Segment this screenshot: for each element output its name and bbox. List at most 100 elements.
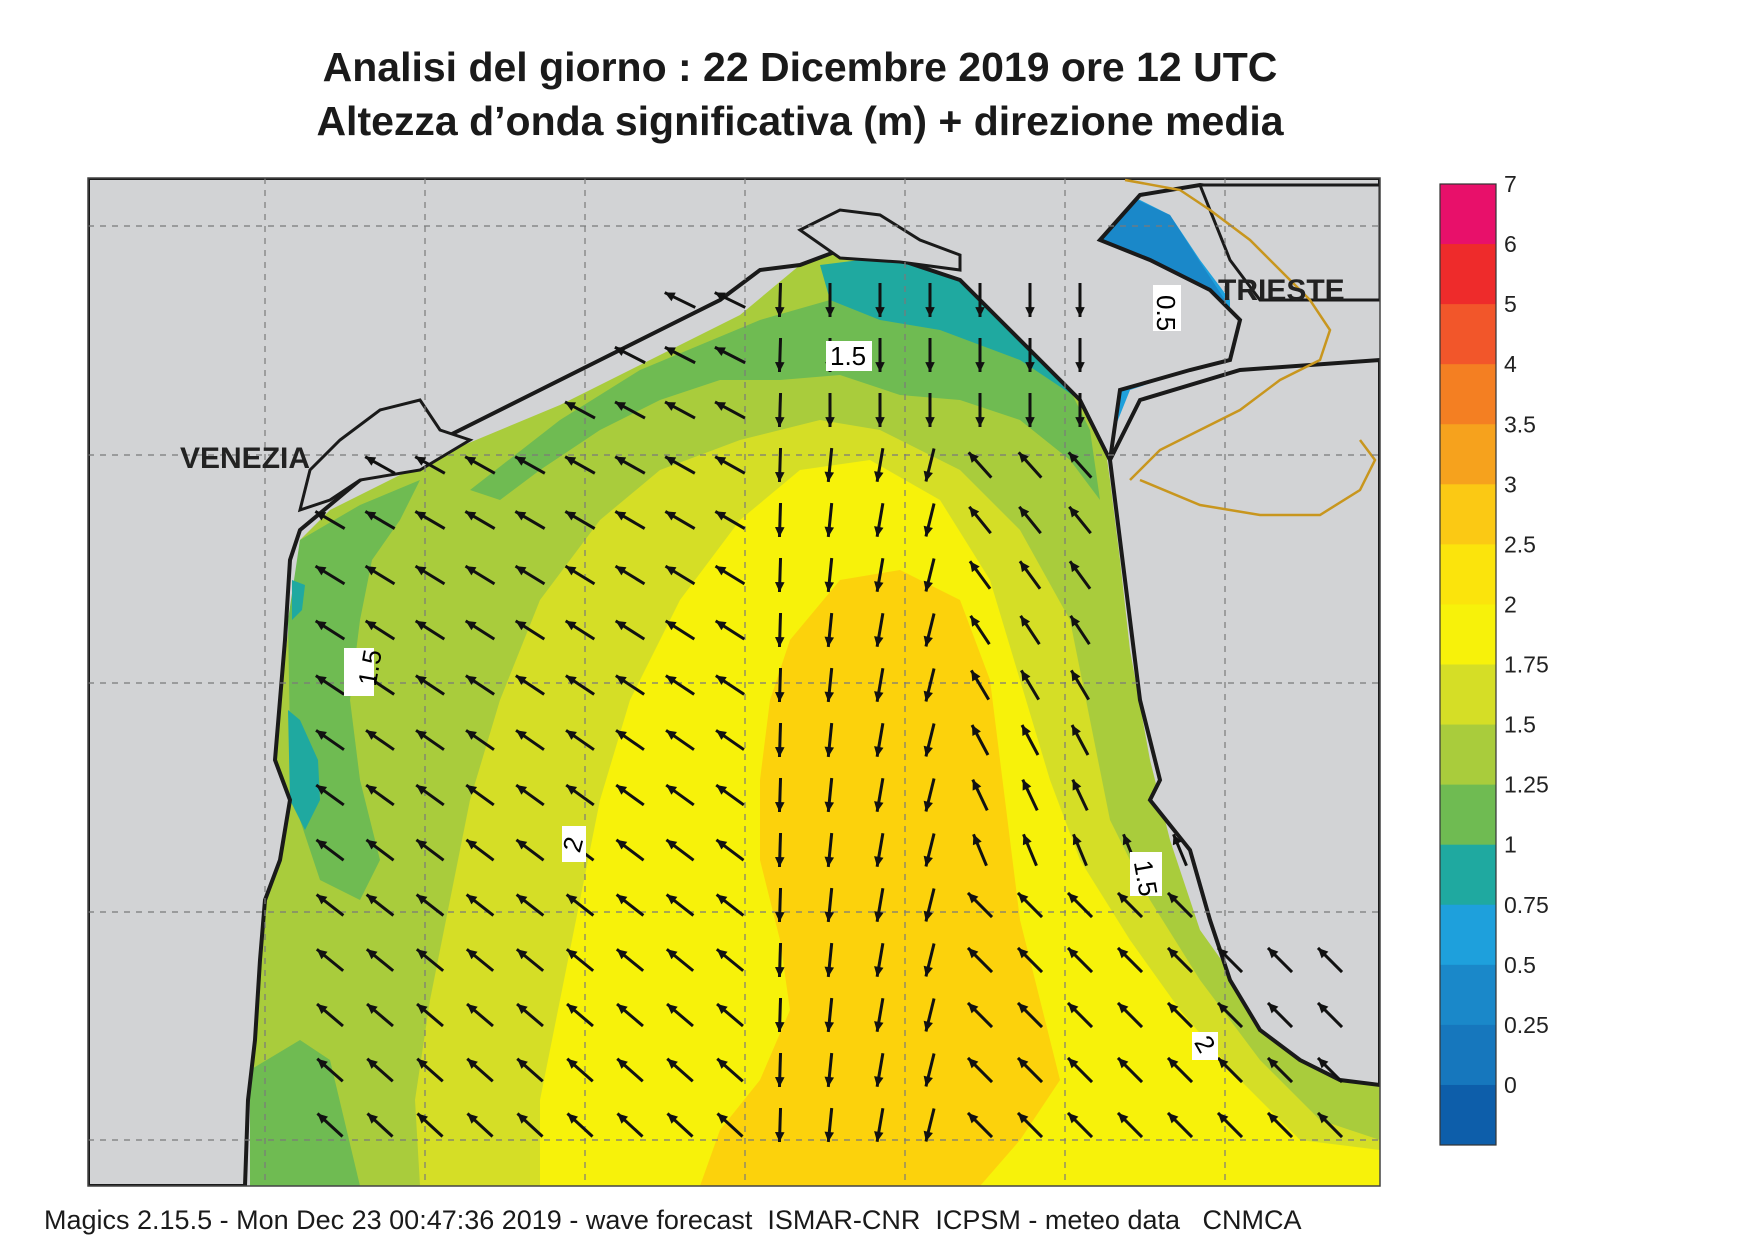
direction-arrow — [874, 502, 885, 538]
direction-arrow — [774, 447, 785, 483]
direction-arrow — [715, 729, 745, 751]
direction-arrow — [364, 455, 396, 475]
direction-arrow — [966, 1001, 994, 1029]
direction-arrow — [714, 455, 746, 475]
direction-arrow — [1066, 1001, 1094, 1029]
direction-arrow — [1025, 338, 1035, 372]
direction-arrow — [314, 510, 346, 530]
direction-arrow — [966, 946, 994, 974]
direction-arrow — [1166, 1056, 1194, 1084]
direction-arrow — [464, 510, 496, 530]
direction-arrow — [966, 1111, 994, 1139]
direction-arrow — [774, 392, 785, 428]
colorbar-tick-label: 7 — [1504, 171, 1517, 197]
direction-arrow — [416, 1002, 444, 1028]
direction-arrow — [1216, 1056, 1244, 1084]
direction-arrow — [666, 1057, 694, 1083]
colorbar-tick-label: 2.5 — [1504, 531, 1536, 557]
colorbar-segment — [1440, 664, 1496, 726]
direction-arrow — [315, 838, 345, 862]
direction-arrow — [464, 564, 496, 586]
direction-arrow — [664, 455, 696, 475]
direction-arrow — [515, 783, 545, 807]
direction-arrow — [1067, 451, 1093, 479]
direction-arrow — [364, 510, 396, 530]
direction-arrow — [824, 502, 835, 538]
direction-arrow — [1266, 1111, 1294, 1139]
direction-arrow — [515, 948, 545, 972]
direction-arrow — [1016, 1111, 1044, 1139]
colorbar-tick-label: 5 — [1504, 291, 1517, 317]
direction-arrow — [614, 619, 646, 641]
direction-arrow — [1266, 1056, 1294, 1084]
direction-arrow — [1016, 891, 1044, 919]
direction-arrow — [1316, 1111, 1344, 1139]
direction-arrow — [970, 724, 990, 756]
direction-arrow — [465, 674, 495, 696]
direction-arrow — [615, 674, 645, 696]
direction-arrow — [565, 893, 595, 917]
direction-arrow — [1071, 778, 1089, 812]
land-northeast — [1197, 183, 1380, 302]
colorbar-tick-label: 4 — [1504, 351, 1517, 377]
direction-arrow — [715, 838, 745, 862]
direction-arrow — [1116, 891, 1144, 919]
direction-arrow — [665, 948, 695, 972]
direction-arrow — [874, 997, 885, 1033]
colorbar-segment — [1440, 244, 1496, 305]
direction-arrow — [1116, 1111, 1144, 1139]
direction-arrow — [874, 832, 885, 868]
direction-arrow — [968, 560, 992, 590]
direction-arrow — [1316, 946, 1344, 974]
direction-arrow — [923, 943, 936, 977]
direction-arrow — [415, 838, 445, 862]
direction-arrow — [824, 1107, 835, 1143]
direction-arrow — [665, 838, 695, 862]
land-east-coast — [1107, 357, 1380, 1088]
direction-arrow — [664, 564, 696, 586]
direction-arrow — [1172, 833, 1188, 867]
colorbar-segment — [1440, 304, 1496, 365]
direction-arrow — [1116, 1001, 1144, 1029]
direction-arrow — [1066, 891, 1094, 919]
direction-arrow — [615, 729, 645, 751]
direction-arrow — [1021, 778, 1039, 812]
direction-arrow — [824, 447, 835, 483]
colorbar-tick-label: 0.25 — [1504, 1012, 1549, 1038]
direction-arrow — [464, 455, 496, 475]
direction-arrow — [774, 1052, 785, 1088]
colorbar-tick-label: 1 — [1504, 832, 1517, 858]
colorbar-tick-label: 0 — [1504, 1072, 1517, 1098]
direction-arrow — [315, 893, 345, 917]
direction-arrow — [923, 1108, 936, 1142]
direction-arrow — [1016, 1056, 1044, 1084]
colorbar-segment — [1440, 484, 1496, 545]
land-venice-islands — [297, 398, 474, 513]
direction-arrow — [415, 729, 445, 751]
direction-arrow — [1166, 1111, 1194, 1139]
contour-label: 1.5 — [830, 341, 866, 371]
direction-arrow — [565, 948, 595, 972]
direction-arrow — [665, 783, 695, 807]
direction-arrow — [874, 777, 885, 813]
direction-arrow — [714, 619, 746, 641]
direction-arrow — [1017, 451, 1043, 479]
direction-arrow — [774, 997, 785, 1033]
direction-arrow — [1016, 1001, 1044, 1029]
direction-arrow — [664, 619, 696, 641]
direction-arrow — [315, 783, 345, 807]
direction-arrow — [1316, 1001, 1344, 1029]
direction-arrow — [875, 393, 885, 427]
direction-arrow — [616, 1002, 644, 1028]
direction-arrow — [923, 613, 936, 647]
direction-arrow — [366, 1002, 394, 1028]
direction-arrow — [925, 283, 935, 317]
contour-labels: 1.5 1.5 2 1.5 2 0.5 — [344, 285, 1222, 1060]
direction-arrow — [366, 1057, 394, 1083]
direction-arrow — [1216, 946, 1244, 974]
direction-arrow — [515, 893, 545, 917]
direction-arrow — [824, 942, 835, 978]
border-line — [1124, 178, 1332, 481]
map-frame — [87, 177, 1381, 1187]
direction-arrow — [1066, 1056, 1094, 1084]
